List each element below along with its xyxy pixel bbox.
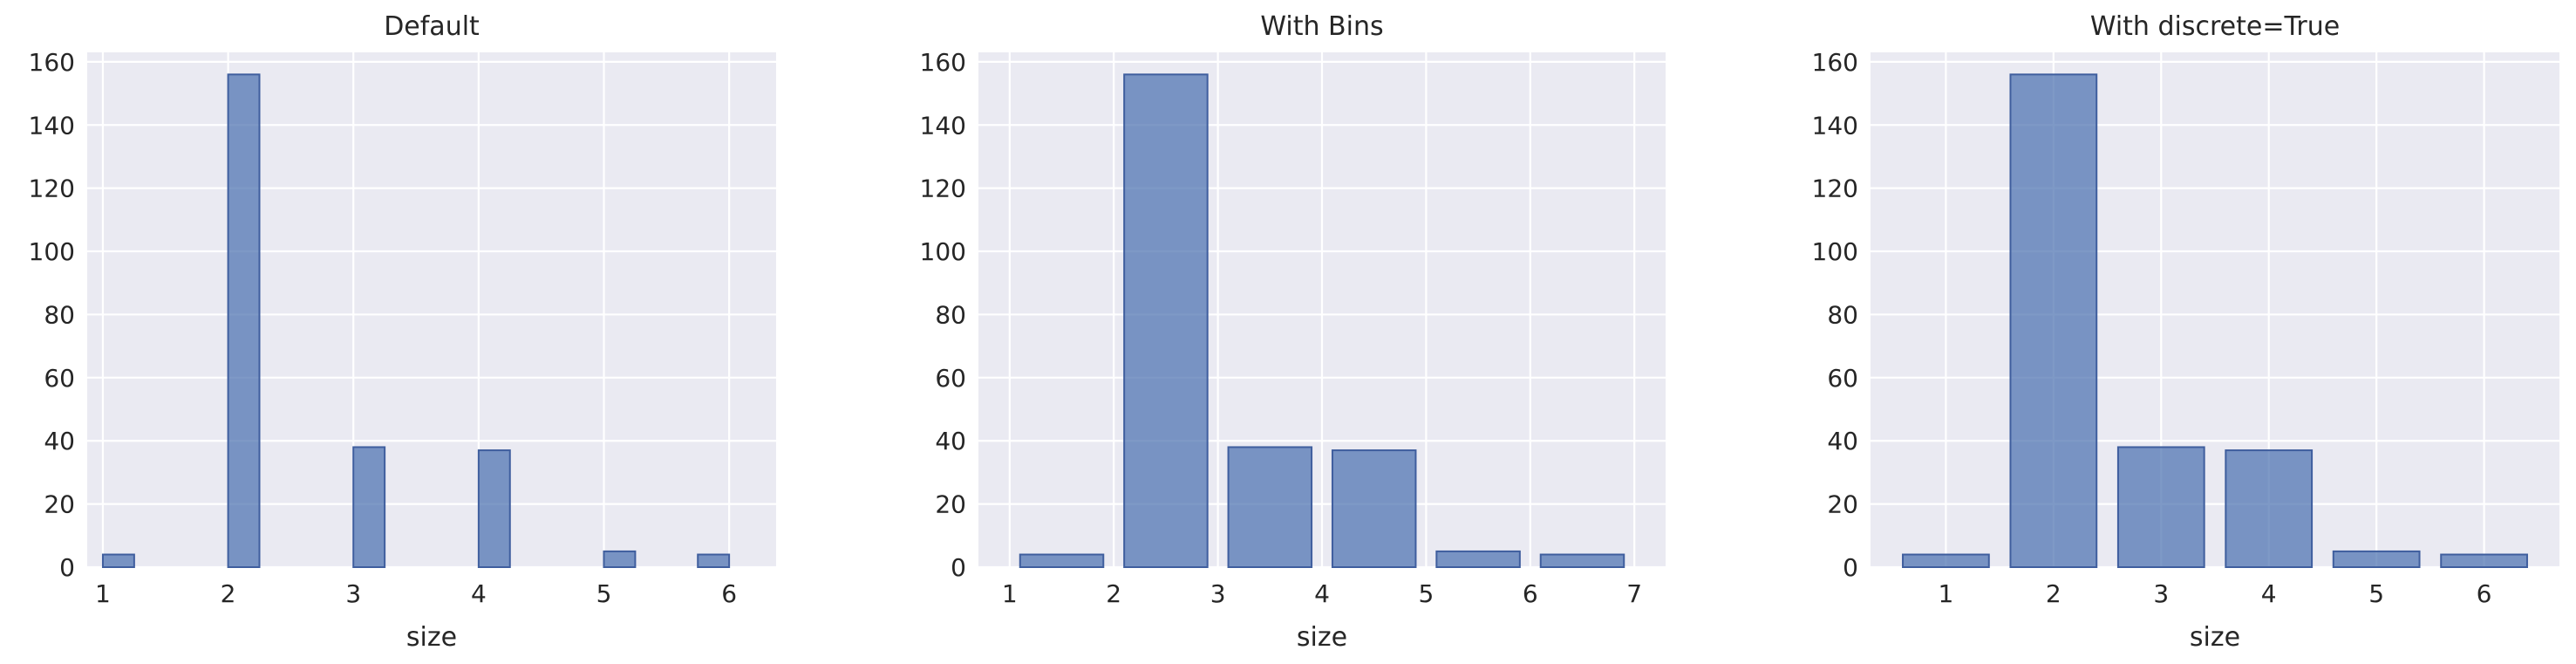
x-tick-label: 3 (1210, 579, 1226, 608)
y-tick-label: 160 (29, 48, 75, 77)
y-tick-label: 140 (920, 111, 966, 140)
histogram-bar (697, 553, 731, 569)
y-tick-label: 160 (920, 48, 966, 77)
y-tick-label: 80 (1827, 300, 1858, 329)
chart-panel-1: 0 20 40 60 80 100 120 140 160 1 2 3 4 5 6 Default size (29, 11, 776, 653)
x-tick-label: 7 (1626, 579, 1642, 608)
x-tick-label: 5 (1418, 579, 1434, 608)
chart-title: With Bins (1260, 11, 1383, 42)
y-tick-label: 20 (44, 490, 75, 519)
histogram-bar (477, 449, 511, 568)
x-tick-label: 1 (1002, 579, 1018, 608)
histogram-bar (1435, 550, 1521, 569)
x-tick-label: 4 (2261, 579, 2277, 608)
histogram-bar (2225, 449, 2314, 568)
histogram-bar (2116, 446, 2205, 568)
chart-title: Default (384, 11, 480, 42)
y-tick-label: 40 (1827, 427, 1858, 455)
y-tick-label: 40 (935, 427, 966, 455)
x-tick-label: 2 (2046, 579, 2061, 608)
y-tick-label: 140 (1812, 111, 1858, 140)
histogram-bar (352, 446, 386, 568)
y-tick-label: 60 (1827, 364, 1858, 393)
chart-panel-2: 0 20 40 60 80 100 120 140 160 1 2 3 4 5 6 7 With Bins siz… (920, 11, 1666, 653)
y-tick-label: 100 (29, 237, 75, 266)
y-tick-label: 140 (29, 111, 75, 140)
x-tick-label: 6 (1523, 579, 1538, 608)
y-tick-label: 0 (59, 553, 75, 582)
y-tick-label: 60 (44, 364, 75, 393)
histogram-bar (1227, 446, 1313, 568)
y-tick-label: 40 (44, 427, 75, 455)
y-tick-label: 100 (1812, 237, 1858, 266)
x-tick-label: 1 (1938, 579, 1953, 608)
histogram-bar (2009, 73, 2098, 569)
plot-background (1871, 52, 2559, 567)
histogram-bar (1123, 73, 1209, 569)
y-tick-label: 60 (935, 364, 966, 393)
chart-panel-3: 0 20 40 60 80 100 120 140 160 1 2 3 4 5 6 With discrete… (1812, 11, 2559, 653)
y-tick-label: 0 (951, 553, 966, 582)
histogram-bar (227, 73, 261, 569)
y-tick-label: 120 (920, 175, 966, 203)
x-axis-label: size (406, 622, 457, 653)
plot-background (87, 52, 776, 567)
x-tick-label: 5 (596, 579, 612, 608)
x-tick-label: 3 (345, 579, 361, 608)
y-tick-label: 100 (920, 237, 966, 266)
chart-title: With discrete=True (2090, 11, 2340, 42)
histogram-bar (2332, 550, 2421, 569)
x-tick-label: 5 (2368, 579, 2384, 608)
x-axis-label: size (1297, 622, 1347, 653)
x-tick-label: 4 (471, 579, 487, 608)
x-tick-label: 2 (1106, 579, 1121, 608)
y-tick-label: 80 (935, 300, 966, 329)
x-tick-label: 2 (221, 579, 236, 608)
histogram-bar (1902, 553, 1990, 569)
x-tick-label: 6 (2477, 579, 2492, 608)
histogram-bar (1331, 449, 1417, 568)
x-tick-label: 1 (95, 579, 111, 608)
x-axis-label: size (2190, 622, 2240, 653)
y-tick-label: 120 (29, 175, 75, 203)
y-tick-label: 20 (1827, 490, 1858, 519)
x-tick-label: 6 (721, 579, 737, 608)
y-tick-label: 80 (44, 300, 75, 329)
y-tick-label: 120 (1812, 175, 1858, 203)
histogram-bar (101, 553, 135, 569)
y-tick-label: 20 (935, 490, 966, 519)
histogram-bar (2440, 553, 2528, 569)
histogram-bar (1019, 553, 1105, 569)
x-tick-label: 3 (2153, 579, 2169, 608)
y-tick-label: 0 (1843, 553, 1858, 582)
y-tick-label: 160 (1812, 48, 1858, 77)
x-tick-label: 4 (1314, 579, 1330, 608)
histogram-bar (603, 550, 637, 569)
histogram-bar (1539, 553, 1625, 569)
